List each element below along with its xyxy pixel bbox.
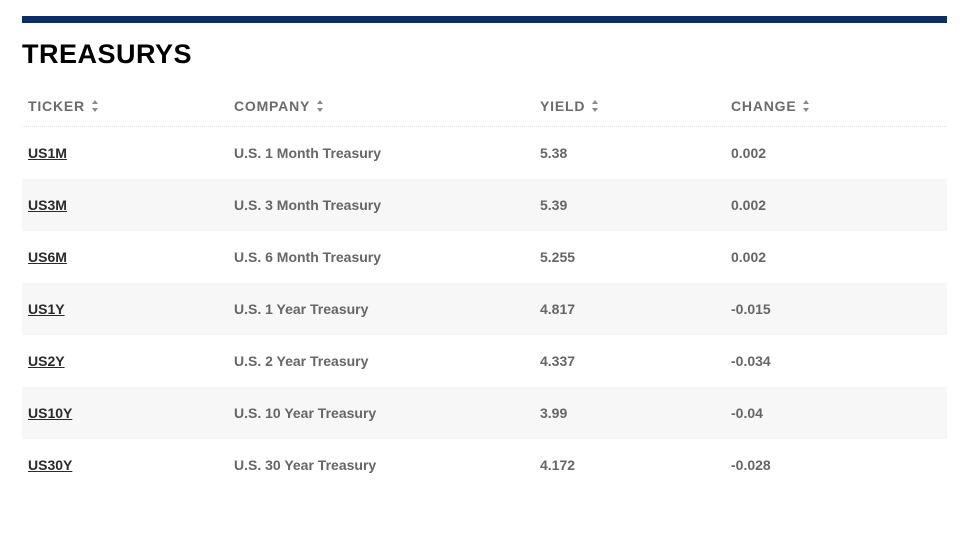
change-cell: 0.002 [731, 145, 767, 161]
yield-cell: 4.337 [540, 353, 576, 369]
yield-cell: 5.39 [540, 197, 568, 213]
ticker-cell: US1Y [28, 283, 65, 335]
change-cell: -0.034 [731, 353, 771, 369]
ticker-cell: US2Y [28, 335, 65, 387]
column-header-yield[interactable]: YIELD [540, 86, 599, 126]
yield-cell: 4.817 [540, 301, 576, 317]
section-top-bar [22, 16, 947, 23]
column-header-label: CHANGE [731, 98, 797, 114]
column-header-label: COMPANY [234, 98, 311, 114]
yield-cell: 5.38 [540, 145, 568, 161]
column-header-label: TICKER [28, 98, 85, 114]
company-cell: U.S. 1 Year Treasury [234, 301, 369, 317]
ticker-cell: US1M [28, 127, 67, 179]
ticker-link[interactable]: US1M [28, 145, 67, 161]
column-header-label: YIELD [540, 98, 586, 114]
ticker-link[interactable]: US3M [28, 197, 67, 213]
yield-cell: 3.99 [540, 405, 568, 421]
company-cell: U.S. 3 Month Treasury [234, 197, 382, 213]
ticker-cell: US3M [28, 179, 67, 231]
company-cell: U.S. 30 Year Treasury [234, 457, 377, 473]
change-cell: -0.028 [731, 457, 771, 473]
sort-icon [803, 100, 810, 112]
ticker-cell: US30Y [28, 439, 72, 491]
table-row: US3M U.S. 3 Month Treasury 5.39 0.002 [22, 179, 947, 231]
company-cell: U.S. 2 Year Treasury [234, 353, 369, 369]
sort-icon [317, 100, 324, 112]
ticker-link[interactable]: US2Y [28, 353, 65, 369]
table-row: US6M U.S. 6 Month Treasury 5.255 0.002 [22, 231, 947, 283]
table-row: US2Y U.S. 2 Year Treasury 4.337 -0.034 [22, 335, 947, 387]
table-row: US1Y U.S. 1 Year Treasury 4.817 -0.015 [22, 283, 947, 335]
ticker-cell: US6M [28, 231, 67, 283]
ticker-link[interactable]: US30Y [28, 457, 73, 473]
column-header-company[interactable]: COMPANY [234, 86, 324, 126]
sort-icon [91, 100, 98, 112]
table-row: US30Y U.S. 30 Year Treasury 4.172 -0.028 [22, 439, 947, 491]
yield-cell: 5.255 [540, 249, 576, 265]
treasury-table: TICKER COMPANY YIELD CHANGE US1M U.S. 1 … [22, 86, 947, 491]
column-header-change[interactable]: CHANGE [731, 86, 810, 126]
column-header-ticker[interactable]: TICKER [28, 86, 99, 126]
treasurys-section: TREASURYS TICKER COMPANY YIELD CHANGE US… [22, 16, 947, 473]
change-cell: 0.002 [731, 249, 767, 265]
company-cell: U.S. 10 Year Treasury [234, 405, 377, 421]
table-row: US10Y U.S. 10 Year Treasury 3.99 -0.04 [22, 387, 947, 439]
yield-cell: 4.172 [540, 457, 576, 473]
change-cell: 0.002 [731, 197, 767, 213]
table-row: US1M U.S. 1 Month Treasury 5.38 0.002 [22, 127, 947, 179]
ticker-link[interactable]: US1Y [28, 301, 65, 317]
sort-icon [592, 100, 599, 112]
table-header-row: TICKER COMPANY YIELD CHANGE [22, 86, 947, 127]
ticker-link[interactable]: US6M [28, 249, 67, 265]
change-cell: -0.015 [731, 301, 771, 317]
section-title: TREASURYS [22, 39, 193, 69]
ticker-link[interactable]: US10Y [28, 405, 73, 421]
change-cell: -0.04 [731, 405, 763, 421]
company-cell: U.S. 1 Month Treasury [234, 145, 382, 161]
ticker-cell: US10Y [28, 387, 72, 439]
company-cell: U.S. 6 Month Treasury [234, 249, 382, 265]
